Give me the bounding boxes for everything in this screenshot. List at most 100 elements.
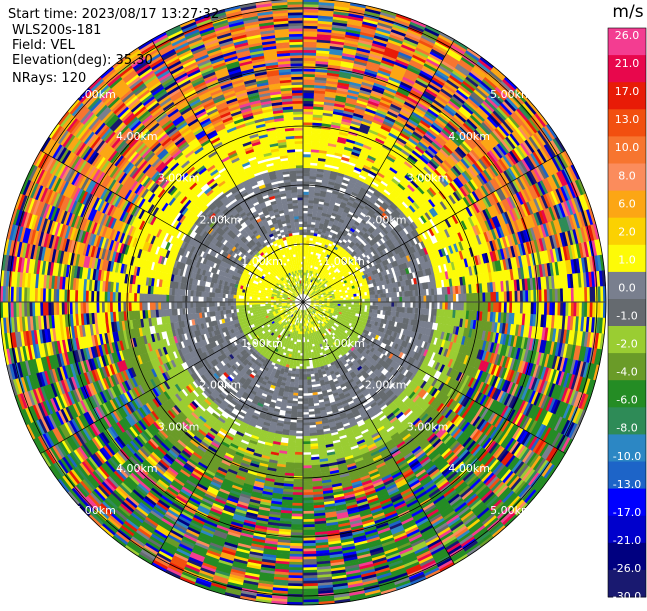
velocity-gate: [489, 251, 495, 262]
velocity-gate: [468, 266, 473, 276]
velocity-gate: [380, 297, 384, 302]
velocity-gate: [442, 294, 446, 302]
velocity-gate: [578, 194, 587, 211]
velocity-gate: [557, 187, 567, 203]
velocity-gate: [465, 284, 470, 294]
velocity-gate: [460, 258, 466, 268]
velocity-gate: [537, 224, 545, 239]
velocity-gate: [420, 289, 424, 296]
velocity-gate: [420, 295, 424, 302]
velocity-gate: [471, 283, 475, 294]
velocity-gate: [374, 269, 379, 275]
velocity-gate: [340, 299, 344, 302]
velocity-gate: [399, 291, 403, 297]
velocity-gate: [479, 283, 483, 293]
velocity-gate: [442, 238, 449, 248]
velocity-gate: [453, 252, 459, 262]
velocity-gate: [493, 291, 497, 302]
velocity-gate: [391, 261, 396, 268]
velocity-gate: [332, 298, 336, 301]
velocity-gate: [343, 287, 348, 291]
velocity-gate: [315, 296, 319, 299]
velocity-gate: [345, 297, 349, 300]
velocity-gate: [377, 293, 381, 299]
velocity-gate: [321, 298, 325, 300]
velocity-gate: [535, 225, 542, 239]
velocity-gate: [573, 287, 577, 302]
velocity-gate: [433, 258, 438, 267]
velocity-gate: [486, 262, 492, 273]
velocity-gate: [483, 262, 489, 274]
velocity-gate: [397, 270, 402, 277]
velocity-gate: [487, 282, 491, 293]
velocity-gate: [399, 269, 405, 276]
velocity-gate: [563, 200, 572, 216]
velocity-gate: [360, 289, 365, 293]
velocity-gate: [377, 262, 382, 269]
velocity-gate: [460, 240, 467, 250]
velocity-gate: [558, 202, 566, 218]
velocity-gate: [519, 230, 526, 243]
velocity-gate: [491, 239, 498, 251]
velocity-gate: [297, 189, 303, 193]
velocity-gate: [495, 291, 499, 302]
velocity-gate: [538, 195, 547, 210]
velocity-gate: [305, 248, 309, 252]
velocity-gate: [341, 179, 350, 185]
velocity-gate: [471, 225, 479, 236]
velocity-gate: [295, 162, 303, 166]
velocity-gate: [453, 260, 458, 270]
velocity-gate: [404, 267, 410, 275]
velocity-gate: [438, 248, 444, 258]
velocity-gate: [391, 277, 396, 284]
velocity-gate: [310, 299, 314, 301]
velocity-gate: [302, 175, 310, 179]
velocity-gate: [483, 231, 490, 243]
velocity-gate: [463, 293, 467, 302]
velocity-gate: [308, 245, 312, 250]
velocity-gate: [304, 269, 307, 273]
velocity-gate: [293, 122, 303, 126]
velocity-gate: [326, 296, 330, 299]
velocity-gate: [318, 297, 322, 299]
velocity-gate: [525, 215, 533, 229]
velocity-gate: [463, 258, 469, 268]
velocity-gate: [502, 258, 508, 271]
velocity-gate: [486, 241, 493, 252]
velocity-gate: [463, 248, 469, 259]
velocity-gate: [394, 281, 399, 288]
velocity-gate: [385, 292, 389, 298]
velocity-gate: [519, 290, 524, 302]
velocity-gate: [533, 239, 540, 253]
velocity-gate: [399, 296, 403, 302]
velocity-gate: [599, 254, 605, 271]
velocity-gate: [411, 284, 416, 291]
velocity-gate: [453, 243, 459, 253]
velocity-gate: [383, 264, 389, 271]
velocity-gate: [316, 298, 320, 300]
velocity-gate: [445, 254, 451, 264]
velocity-gate: [343, 299, 347, 302]
velocity-gate: [367, 298, 371, 302]
velocity-gate: [367, 267, 372, 273]
velocity-gate: [393, 287, 397, 293]
velocity-gate: [491, 216, 499, 228]
velocity-gate: [335, 298, 339, 301]
velocity-gate: [565, 199, 574, 215]
velocity-gate: [299, 269, 302, 273]
velocity-gate: [528, 253, 534, 266]
velocity-gate: [505, 246, 511, 259]
velocity-gate: [452, 285, 456, 295]
velocity-gate: [560, 186, 569, 202]
velocity-gate: [408, 247, 414, 254]
velocity-gate: [324, 289, 328, 293]
velocity-gate: [569, 229, 577, 245]
velocity-gate: [552, 248, 558, 263]
velocity-gate: [396, 253, 402, 260]
velocity-gate: [455, 251, 462, 261]
velocity-gate: [550, 220, 558, 235]
velocity-gate: [570, 213, 578, 230]
velocity-gate: [395, 286, 400, 293]
velocity-gate: [493, 227, 500, 239]
velocity-gate: [302, 154, 311, 158]
